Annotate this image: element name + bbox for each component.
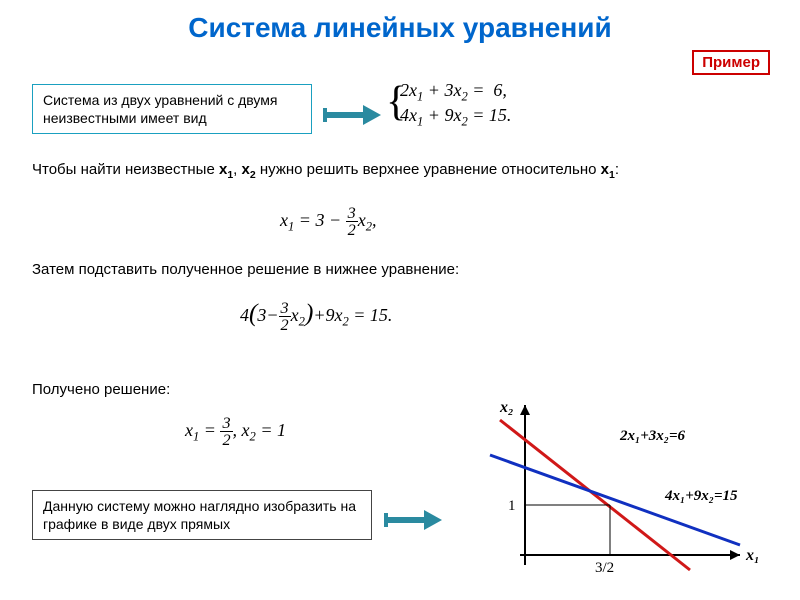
intro-text: Система из двух уравнений с двумя неизве… xyxy=(43,92,277,126)
p1-x2: x2 xyxy=(242,161,256,178)
p1-x1: x1 xyxy=(219,161,233,178)
line2-label: 4x₁+9x₂=15 xyxy=(664,488,738,504)
page-title: Система линейных уравнений xyxy=(0,0,800,50)
intro-box: Система из двух уравнений с двумя неизве… xyxy=(32,84,312,134)
paragraph-3: Получено решение: xyxy=(32,380,332,400)
p1-x1b: x1 xyxy=(601,161,615,178)
p1-a: Чтобы найти неизвестные xyxy=(32,161,219,178)
formula-1: x1 = 3 − 32x2, xyxy=(280,205,376,238)
paragraph-2: Затем подставить полученное решение в ни… xyxy=(32,260,752,280)
xtick-label: 3/2 xyxy=(595,560,614,576)
equation-system: { 2x1 + 3x2 = 6, 4x1 + 9x2 = 15. xyxy=(400,80,511,129)
example-badge: Пример xyxy=(692,50,770,75)
line1-label: 2x₁+3x₂=6 xyxy=(619,428,686,444)
arrow-right-icon xyxy=(384,505,444,535)
formula-2: 4(3−32x2)+9x2 = 15. xyxy=(240,300,392,334)
arrow-right-icon xyxy=(323,100,383,130)
formula-3: x1 = 32, x2 = 1 xyxy=(185,415,286,448)
ytick-label: 1 xyxy=(508,498,516,514)
x-axis-label: x₁ xyxy=(745,547,760,564)
y-axis-label: x₂ xyxy=(499,400,514,416)
solution-chart: x₂ x₁ 2x₁+3x₂=6 4x₁+9x₂=15 1 3/2 xyxy=(470,400,760,580)
paragraph-1: Чтобы найти неизвестные x1, x2 нужно реш… xyxy=(32,160,752,182)
box2-text: Данную систему можно наглядно изобразить… xyxy=(43,498,356,532)
p1-b: нужно решить верхнее уравнение относител… xyxy=(256,161,601,178)
graph-description-box: Данную систему можно наглядно изобразить… xyxy=(32,490,372,540)
brace-icon: { xyxy=(386,78,406,126)
